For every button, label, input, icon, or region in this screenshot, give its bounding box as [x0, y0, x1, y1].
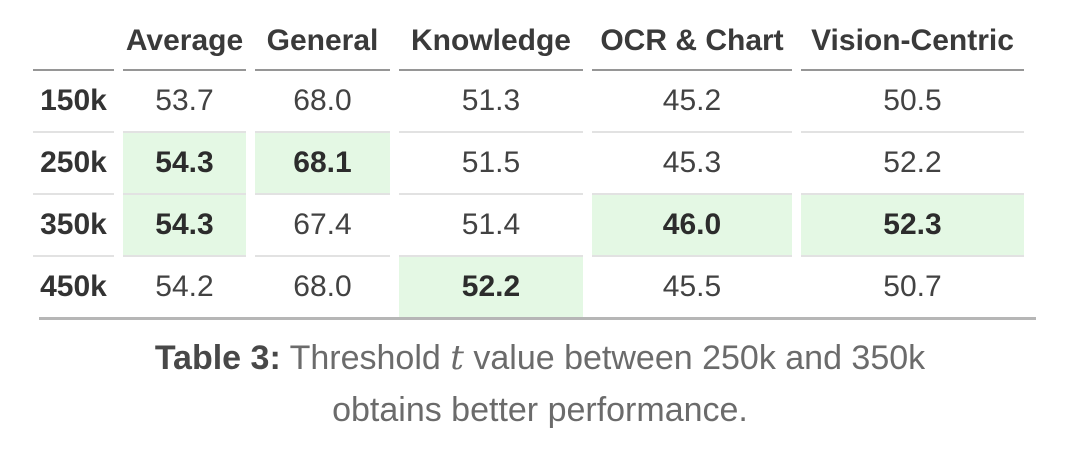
row-header: 150k: [33, 71, 114, 133]
table-cell: 54.3: [123, 133, 246, 195]
column-header-vision-centric: Vision-Centric: [801, 12, 1024, 71]
table-cell: 50.5: [801, 71, 1024, 133]
table-cell: 46.0: [592, 195, 792, 257]
caption-line-2: obtains better performance.: [332, 391, 748, 429]
table-cell: 51.4: [399, 195, 583, 257]
caption-text: Threshold: [280, 339, 451, 377]
table-figure: Average General Knowledge OCR & Chart Vi…: [0, 12, 1080, 436]
table-cell: 52.2: [399, 257, 583, 317]
caption-line-1: Table 3: Threshold t value between 250k …: [0, 332, 1080, 384]
table-cell: 54.3: [123, 195, 246, 257]
table-cell: 53.7: [123, 71, 246, 133]
table-row: 250k 54.3 68.1 51.5 45.3 52.2: [33, 133, 1024, 195]
table-cell: 45.5: [662, 270, 722, 303]
table-cell: 68.0: [293, 270, 352, 303]
caption-math-t: t: [450, 338, 464, 378]
table-cell: 50.7: [883, 270, 942, 303]
table-row: 150k 53.7 68.0 51.3 45.2 50.5: [33, 71, 1024, 133]
row-header: 450k: [40, 270, 107, 303]
column-header-knowledge: Knowledge: [399, 12, 583, 71]
results-table: Average General Knowledge OCR & Chart Vi…: [24, 12, 1033, 317]
row-header: 350k: [33, 195, 114, 257]
table-caption: Table 3: Threshold t value between 250k …: [0, 332, 1080, 436]
column-header-general: General: [255, 12, 390, 71]
caption-label: Table 3:: [154, 339, 281, 377]
table-wrap: Average General Knowledge OCR & Chart Vi…: [24, 12, 1046, 320]
header-row: Average General Knowledge OCR & Chart Vi…: [33, 12, 1024, 71]
table-cell: 45.2: [592, 71, 792, 133]
column-header-blank: [33, 12, 114, 71]
row-header: 250k: [33, 133, 114, 195]
column-header-ocr-chart: OCR & Chart: [592, 12, 792, 71]
table-bottom-rule: [39, 317, 1036, 320]
table-row: 450k 54.2 68.0 52.2 45.5 50.7: [33, 257, 1024, 317]
table-cell: 45.3: [592, 133, 792, 195]
caption-text: value between 250k and 350k: [463, 339, 926, 377]
table-cell: 67.4: [255, 195, 390, 257]
table-cell: 52.2: [801, 133, 1024, 195]
table-row: 350k 54.3 67.4 51.4 46.0 52.3: [33, 195, 1024, 257]
table-cell: 51.5: [399, 133, 583, 195]
table-cell: 68.1: [255, 133, 390, 195]
table-cell: 54.2: [155, 270, 214, 303]
table-cell: 52.3: [801, 195, 1024, 257]
table-cell: 51.3: [399, 71, 583, 133]
table-cell: 68.0: [255, 71, 390, 133]
column-header-average: Average: [123, 12, 246, 71]
